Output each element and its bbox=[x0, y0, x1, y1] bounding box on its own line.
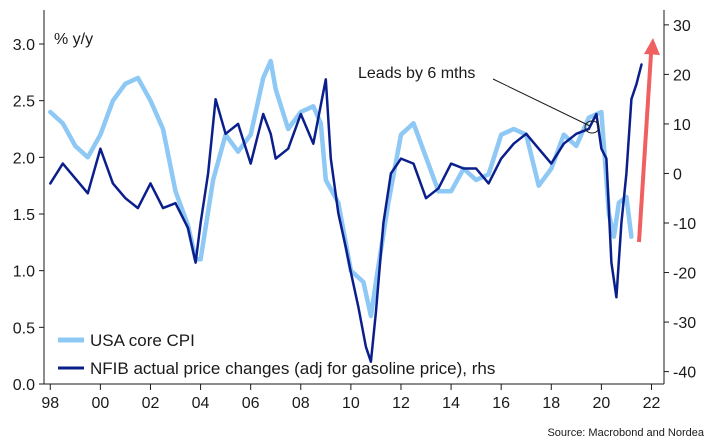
left-tick-label: 0.5 bbox=[13, 320, 35, 337]
growth-arrow bbox=[637, 38, 660, 243]
x-tick-label: 22 bbox=[643, 395, 661, 412]
x-tick-label: 20 bbox=[592, 395, 610, 412]
x-tick-label: 18 bbox=[542, 395, 560, 412]
right-tick-label: -40 bbox=[673, 365, 696, 382]
plot-frame bbox=[43, 10, 665, 385]
left-tick-label: 1.5 bbox=[13, 207, 35, 224]
growth-arrow-shaft bbox=[637, 53, 653, 243]
annotation-text: Leads by 6 mths bbox=[358, 65, 475, 82]
x-tick-label: 00 bbox=[91, 395, 109, 412]
left-tick-label: 2.0 bbox=[13, 150, 35, 167]
left-tick-label: 1.0 bbox=[13, 264, 35, 281]
series-layer bbox=[48, 58, 643, 363]
x-tick-label: 02 bbox=[142, 395, 160, 412]
left-tick-label: 2.5 bbox=[13, 94, 35, 111]
x-tick-label: 10 bbox=[342, 395, 360, 412]
left-axis-ticks: 0.0 0.5 1.0 1.5 2.0 2.5 3.0 bbox=[13, 37, 44, 394]
right-tick-label: -20 bbox=[673, 266, 696, 283]
series-line-cpi bbox=[48, 58, 634, 319]
left-tick-label: 0.0 bbox=[13, 377, 35, 394]
source-note: Source: Macrobond and Nordea bbox=[547, 427, 704, 439]
legend-label-nfib: NFIB actual price changes (adj for gasol… bbox=[90, 359, 495, 378]
right-tick-label: 10 bbox=[673, 117, 691, 134]
x-axis-ticks: 98 00 02 04 06 08 10 12 14 16 18 20 22 bbox=[41, 384, 660, 412]
left-tick-label: 3.0 bbox=[13, 37, 35, 54]
x-tick-label: 04 bbox=[192, 395, 210, 412]
series-line-nfib bbox=[49, 63, 643, 363]
x-tick-label: 16 bbox=[492, 395, 510, 412]
annotation: Leads by 6 mths bbox=[358, 65, 600, 134]
right-tick-label: -10 bbox=[673, 216, 696, 233]
annotation-leader-line bbox=[492, 78, 591, 127]
right-tick-label: 30 bbox=[673, 18, 691, 35]
legend-label-cpi: USA core CPI bbox=[90, 331, 195, 350]
x-tick-label: 06 bbox=[242, 395, 260, 412]
annotation-circle bbox=[584, 120, 600, 134]
right-axis-ticks: -40 -30 -20 -10 0 10 20 30 bbox=[664, 18, 696, 382]
right-tick-label: -30 bbox=[673, 315, 696, 332]
legend: USA core CPI NFIB actual price changes (… bbox=[58, 331, 495, 378]
x-tick-label: 08 bbox=[292, 395, 310, 412]
unit-label: % y/y bbox=[54, 31, 93, 48]
x-tick-label: 12 bbox=[392, 395, 410, 412]
x-tick-label: 14 bbox=[442, 395, 460, 412]
right-tick-label: 0 bbox=[673, 166, 682, 183]
growth-arrow-head bbox=[644, 38, 660, 55]
right-tick-label: 20 bbox=[673, 67, 691, 84]
x-tick-label: 98 bbox=[41, 395, 59, 412]
